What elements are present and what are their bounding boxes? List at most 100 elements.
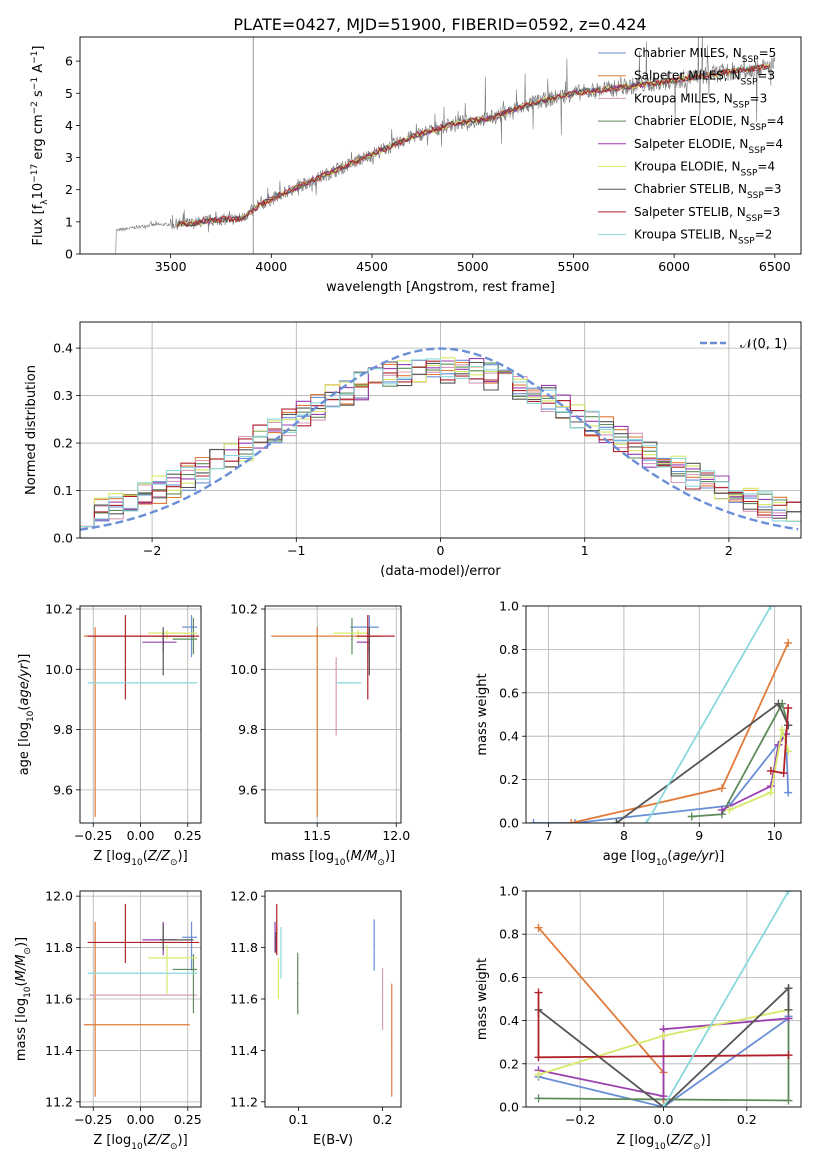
y-axis-label-part: −1	[30, 77, 40, 90]
y-tick-label: 12.0	[230, 889, 258, 904]
y-tick-label: 0.2	[499, 772, 519, 787]
legend-eq: =	[764, 182, 774, 196]
axes-residuals: −2 −1 0 1 2 0.0 0.1 0.2 0.3 0.4 (data-model)/error…	[24, 321, 802, 579]
y-axis-label-part: Flux [f	[31, 204, 46, 245]
data-point	[390, 1039, 393, 1041]
x-axis-label: Z [log10(Z/Z⊙)]	[616, 1133, 710, 1152]
y-axis-label-part: −2	[30, 101, 40, 114]
x-tick-label: 6500	[759, 259, 791, 274]
y-axis-label: mass weight	[475, 958, 490, 1040]
legend-entry: Salpeter MILES, NSSP=3	[634, 69, 775, 88]
legend-sub: SSP	[748, 146, 765, 156]
x-axis-label-part: 10	[131, 858, 143, 868]
data-point	[366, 635, 369, 637]
axes-weight-vs-Z: −0.2 0.0 0.2 0.0 0.2 0.4 0.6 0.8 1.0 Z [log10(Z/Z…	[475, 884, 802, 1152]
y-tick-label: 11.8	[45, 940, 73, 955]
legend-sub: SSP	[741, 169, 758, 179]
weight-marker	[534, 1053, 543, 1062]
weight-line-salpeter-miles	[537, 927, 665, 1107]
legend-sub: SSP	[738, 237, 755, 247]
weight-marker	[784, 638, 793, 647]
legend-nssp: 3	[773, 205, 781, 219]
y-tick-label: 9.8	[238, 722, 258, 737]
y-axis-label-part: 10	[23, 986, 33, 998]
data-point	[166, 632, 168, 634]
legend-entry: Salpeter STELIB, NSSP=3	[634, 205, 780, 224]
x-tick-label: 12.0	[382, 828, 410, 843]
legend-sep: , N	[730, 182, 747, 196]
legend-eq: =	[757, 160, 767, 174]
y-tick-label: 11.8	[230, 940, 258, 955]
panel-mass-vs-EBV: 0.1 0.2 11.2 11.4 11.6 11.8 12.0 E(B-V)	[230, 889, 402, 1148]
weight-line-chabrier-elodie	[691, 701, 790, 818]
data-point	[381, 998, 384, 1000]
weight-marker	[766, 788, 775, 797]
x-tick-label: −2	[143, 543, 161, 558]
data-point	[316, 635, 318, 637]
y-tick-label: 0.3	[53, 388, 73, 403]
legend-nssp: 5	[769, 46, 777, 60]
weight-marker	[784, 1014, 793, 1023]
y-tick-label: 1	[65, 214, 73, 229]
data-point	[124, 941, 127, 944]
y-tick-label: 0.8	[499, 927, 519, 942]
data-point	[280, 951, 282, 954]
x-axis-label-part: M/M	[351, 849, 378, 864]
y-axis-label-part: )]	[17, 654, 32, 664]
y-tick-label: 0.0	[499, 1100, 519, 1115]
x-tick-label: 5500	[558, 259, 590, 274]
y-axis-label-part: M/M	[14, 955, 29, 982]
legend-model-name: Kroupa ELODIE	[634, 160, 724, 174]
plot-frame	[264, 890, 402, 1108]
weight-line-kroupa-stelib	[645, 606, 772, 823]
x-tick-label: 8	[620, 828, 628, 843]
legend-sep: , N	[729, 205, 746, 219]
y-tick-label: 10.0	[45, 662, 73, 677]
x-tick-label: 5000	[457, 259, 489, 274]
x-axis-label-part: (	[346, 849, 351, 864]
legend-entry: Salpeter ELODIE, NSSP=4	[634, 137, 783, 156]
y-tick-label: 11.6	[230, 992, 258, 1007]
y-axis-label-part: ⊙	[23, 947, 33, 955]
x-tick-label: 0	[437, 543, 445, 558]
normal-curve	[80, 347, 799, 531]
legend-nssp: 3	[774, 182, 782, 196]
x-tick-label: 0.2	[373, 1112, 393, 1127]
legend-sep: , N	[724, 69, 741, 83]
plot-frame	[525, 605, 802, 824]
x-axis-label-part: 10	[131, 1142, 143, 1152]
legend-sub: SSP	[747, 191, 764, 201]
x-tick-label: 0.0	[654, 1112, 674, 1127]
legend-entry: Chabrier MILES, NSSP=5	[634, 46, 776, 65]
y-axis-label-part: (	[14, 981, 29, 986]
legend-sub: SSP	[742, 55, 759, 65]
x-tick-label: 9	[695, 828, 703, 843]
x-axis-label: Z [log10(Z/Z⊙)]	[93, 849, 187, 868]
normal-legend-label: 𝒩(0, 1)	[740, 337, 787, 352]
weight-line-kroupa-elodie	[729, 729, 790, 811]
data-point	[275, 928, 278, 931]
x-axis-label-part: )]	[385, 849, 395, 864]
weight-marker	[534, 1094, 543, 1103]
y-tick-label: 0.4	[53, 341, 73, 356]
x-axis-label-part: 10	[654, 1142, 666, 1152]
y-axis-label-part: A	[31, 64, 46, 77]
x-axis-label-part: ⊙	[170, 1142, 178, 1152]
gridlines	[80, 322, 801, 539]
y-tick-label: 1.0	[499, 599, 519, 614]
data-point	[139, 994, 142, 996]
weight-marker	[687, 812, 696, 821]
legend-model-name: Chabrier ELODIE	[634, 114, 733, 128]
legend-model-name: Kroupa STELIB	[634, 228, 721, 242]
data-point	[335, 662, 337, 665]
y-tick-label: 0.1	[53, 483, 73, 498]
x-axis-label-part: (	[667, 849, 672, 864]
x-tick-label: 0.1	[289, 1112, 309, 1127]
y-axis-label-part: mass weight	[475, 673, 490, 755]
plot-area-mass-vs-Z	[83, 903, 200, 1097]
plot-area-age-vs-Z	[83, 615, 200, 817]
x-tick-label: 0.2	[737, 1112, 757, 1127]
legend-sep: , N	[724, 160, 741, 174]
